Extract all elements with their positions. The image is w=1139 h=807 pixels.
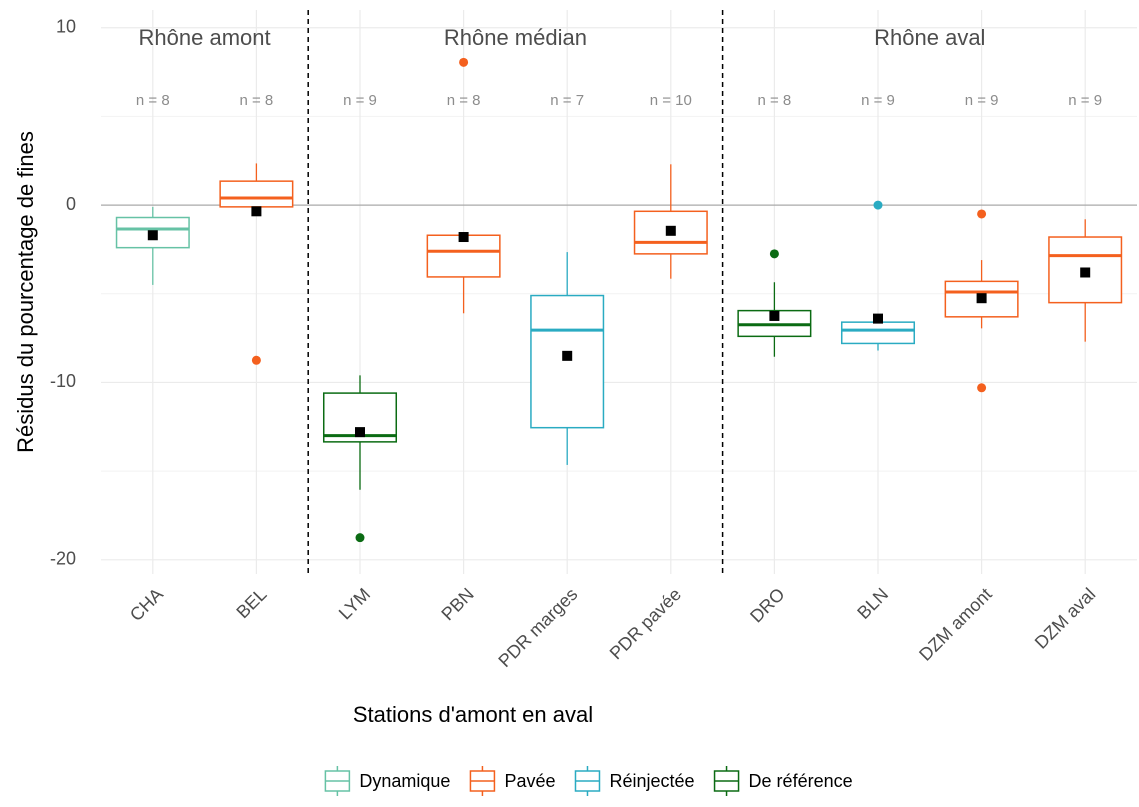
n-label: n = 9 <box>965 92 999 109</box>
legend-label: Réinjectée <box>609 771 694 791</box>
y-tick-label: 10 <box>56 16 76 36</box>
n-label: n = 8 <box>136 92 170 109</box>
n-label: n = 10 <box>650 92 692 109</box>
outlier <box>459 57 469 67</box>
mean <box>562 350 573 361</box>
n-label: n = 8 <box>240 92 274 109</box>
n-label: n = 9 <box>343 92 377 109</box>
n-label: n = 9 <box>1068 92 1102 109</box>
outlier <box>769 249 779 259</box>
group-label: Rhône médian <box>444 25 587 50</box>
legend-label: Pavée <box>504 771 555 791</box>
x-tick-label: DRO <box>746 584 788 626</box>
y-tick-label: -10 <box>50 371 76 391</box>
x-axis-label: Stations d'amont en aval <box>353 702 593 727</box>
x-tick-label: BEL <box>232 584 270 622</box>
x-tick-label: PBN <box>437 584 477 624</box>
x-tick-label: BLN <box>853 584 892 623</box>
box <box>115 216 190 249</box>
box <box>219 180 294 208</box>
mean <box>458 232 469 243</box>
mean <box>769 310 780 321</box>
mean <box>147 230 158 241</box>
outlier <box>873 200 883 210</box>
n-label: n = 9 <box>861 92 895 109</box>
legend-label: De référence <box>749 771 853 791</box>
x-tick-label: PDR pavée <box>606 584 685 663</box>
y-tick-label: 0 <box>66 194 76 214</box>
y-axis-label: Résidus du pourcentage de fines <box>13 131 38 453</box>
group-label: Rhône amont <box>139 25 271 50</box>
outlier <box>977 209 987 219</box>
y-tick-label: -20 <box>50 549 76 569</box>
x-tick-label: CHA <box>126 584 167 625</box>
n-label: n = 7 <box>550 92 584 109</box>
n-label: n = 8 <box>447 92 481 109</box>
outlier <box>355 533 365 543</box>
mean <box>873 313 883 324</box>
mean <box>976 293 987 304</box>
x-tick-label: PDR marges <box>494 584 581 671</box>
box <box>426 234 501 278</box>
mean <box>355 427 365 438</box>
x-tick-label: DZM aval <box>1031 584 1100 653</box>
box <box>530 294 605 429</box>
outlier <box>251 355 261 365</box>
x-tick-label: LYM <box>335 584 374 623</box>
legend-label: Dynamique <box>359 771 450 791</box>
group-label: Rhône aval <box>874 25 985 50</box>
mean <box>1080 267 1091 278</box>
n-label: n = 8 <box>758 92 792 109</box>
mean <box>665 225 676 236</box>
x-tick-label: DZM amont <box>915 584 996 665</box>
outlier <box>977 383 987 393</box>
box <box>840 321 916 345</box>
legend: Dynamique Pavée Réinjectée De référence <box>324 766 853 796</box>
mean <box>251 206 262 217</box>
